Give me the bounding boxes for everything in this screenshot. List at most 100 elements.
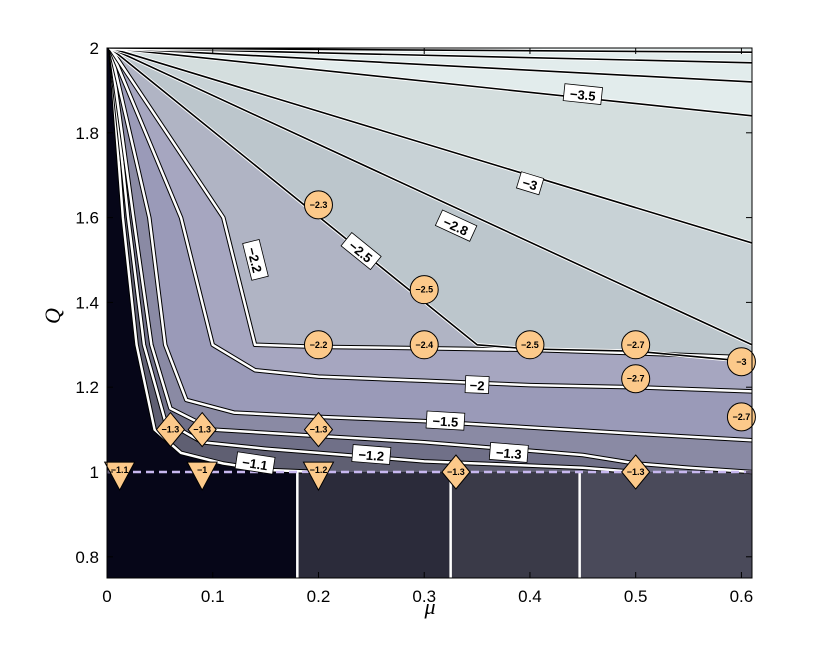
y-tick-label: 2 <box>90 39 99 58</box>
contour-label-box <box>464 375 490 394</box>
y-axis-label: Q <box>40 308 65 324</box>
x-axis-label: μ <box>423 594 435 619</box>
contour-label-text: −3.5 <box>569 86 596 104</box>
marker-label: −2.7 <box>733 412 751 422</box>
contour-label-text: −1.3 <box>495 445 522 462</box>
triangle-marker: −1.1 <box>103 461 136 492</box>
y-tick-label: 1 <box>90 463 99 482</box>
x-tick-label: 0.1 <box>201 587 225 606</box>
diamond-marker-shape <box>441 454 471 490</box>
diamond-marker-shape <box>155 411 186 448</box>
contour-label: −1.3 <box>488 441 529 463</box>
circle-marker-shape <box>726 347 756 377</box>
triangle-marker-shape <box>302 461 335 492</box>
contour-line <box>110 48 752 64</box>
circle-marker: −2.3 <box>303 190 333 220</box>
band-fill <box>107 48 319 578</box>
contour-labels: −1.1 −1.2 −1.3−1.5−2−2.2 −2.5−2.8−3−3.5 <box>234 83 603 475</box>
diamond-marker-shape <box>621 454 651 490</box>
circle-marker-shape <box>726 402 756 432</box>
contour-label-box <box>234 451 276 475</box>
diamond-marker: −1.3 <box>441 454 471 490</box>
contour-label: −1.2 <box>351 444 392 465</box>
marker-label: −2.7 <box>627 374 645 384</box>
axes: 0 0.1 0.2 0.3 0.4 0.5 0.6 0.8 1 1.2 1.4 1.6 1.8 2 <box>75 39 753 606</box>
marker-label: −1.1 <box>111 465 129 475</box>
circle-marker-shape <box>303 330 333 360</box>
x-tick-label: 0 <box>102 587 111 606</box>
band-fill <box>450 472 580 578</box>
contour-label: −3 <box>515 171 545 196</box>
contour-line <box>109 48 752 346</box>
marker-label: −1.3 <box>447 467 465 477</box>
x-tick-label: 0.6 <box>730 587 754 606</box>
band-fill <box>297 472 451 578</box>
contour-label-text: −1.1 <box>241 455 269 474</box>
contour-label-text: −2 <box>469 378 484 394</box>
y-tick-label: 1.2 <box>75 378 99 397</box>
circle-marker-shape <box>409 330 439 360</box>
contour-fill-bands <box>107 48 752 578</box>
contour-label-box <box>434 209 478 242</box>
circle-marker-shape <box>515 330 545 360</box>
circle-marker: −2.5 <box>515 330 545 360</box>
x-tick-label: 0.2 <box>307 587 331 606</box>
contour-label-text: −3 <box>521 175 540 194</box>
contour-line <box>110 48 752 117</box>
triangle-marker: −1.2 <box>302 461 335 492</box>
contour-label-text: −2.2 <box>244 246 265 275</box>
x-tick-label: 0.5 <box>624 587 648 606</box>
circle-marker-shape <box>303 190 333 220</box>
diamond-marker-shape <box>303 411 334 448</box>
marker-label: −2.5 <box>415 285 433 295</box>
plot-frame <box>106 47 753 579</box>
marker-label: −2.2 <box>310 340 328 350</box>
diamond-marker: −1.3 <box>187 411 217 448</box>
diamond-marker: −1.3 <box>303 411 334 448</box>
circle-marker: −2.7 <box>621 330 651 360</box>
contour-label-box <box>351 444 392 465</box>
circle-marker: −2.2 <box>303 330 333 360</box>
marker-label: −1 <box>197 465 207 475</box>
x-tick-label: 0.3 <box>412 587 436 606</box>
contour-label-box <box>340 232 382 271</box>
contour-label-box <box>425 410 466 431</box>
contour-line <box>109 48 752 244</box>
marker-label: −2.7 <box>627 340 645 350</box>
x-tick-label: 0.4 <box>518 587 542 606</box>
diamond-marker-shape <box>187 411 217 448</box>
y-tick-label: 0.8 <box>75 548 99 567</box>
marker-label: −1.3 <box>193 425 211 435</box>
circle-marker-shape <box>621 330 651 360</box>
circle-marker-shape <box>409 275 439 305</box>
triangle-marker: −1 <box>186 461 218 492</box>
circle-marker: −2.4 <box>409 330 439 360</box>
circle-marker: −2.7 <box>621 364 651 394</box>
contour-label: −2.2 <box>242 238 269 281</box>
diamond-marker: −1.3 <box>621 454 651 490</box>
marker-label: −2.4 <box>415 340 433 350</box>
circle-marker: −2.5 <box>409 275 439 305</box>
circle-marker-shape <box>621 364 651 394</box>
contour-line <box>109 48 752 359</box>
y-tick-label: 1.6 <box>75 209 99 228</box>
contour-label-text: −1.2 <box>358 447 385 464</box>
contour-label-box <box>488 441 529 463</box>
marker-label: −2.5 <box>521 340 539 350</box>
marker-label: −1.3 <box>162 425 180 435</box>
triangle-marker-shape <box>186 461 218 492</box>
marker-label: −1.3 <box>627 467 645 477</box>
contour-line <box>110 48 752 83</box>
contour-label: −2 <box>464 375 490 394</box>
contour-label-box <box>515 171 545 196</box>
contour-label-box <box>562 83 603 105</box>
contour-line <box>109 48 752 393</box>
contour-line <box>108 48 752 442</box>
contour-label: −1.5 <box>425 410 466 431</box>
marker-label: −2.3 <box>310 200 328 210</box>
y-tick-label: 1.4 <box>75 293 99 312</box>
circle-marker: −2.7 <box>726 402 756 432</box>
marker-label: −3 <box>736 357 746 367</box>
contour-label-text: −1.5 <box>432 413 459 429</box>
